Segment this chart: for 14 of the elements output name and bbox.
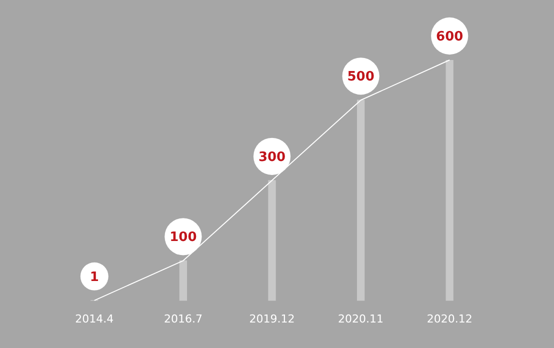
data-label: 1 [90,270,99,285]
bar [179,260,188,301]
x-tick-label: 2016.7 [164,312,202,326]
data-label: 100 [170,230,197,246]
data-label: 600 [436,29,464,44]
bar [356,100,365,301]
x-tick-label: 2014.4 [75,312,114,326]
data-label: 300 [258,150,286,165]
bar [446,60,454,301]
data-label: 500 [347,70,374,85]
x-tick-label: 2019.12 [249,312,295,326]
x-tick-label: 2020.11 [338,312,384,326]
bar [268,180,276,301]
x-tick-label: 2020.12 [426,312,472,326]
